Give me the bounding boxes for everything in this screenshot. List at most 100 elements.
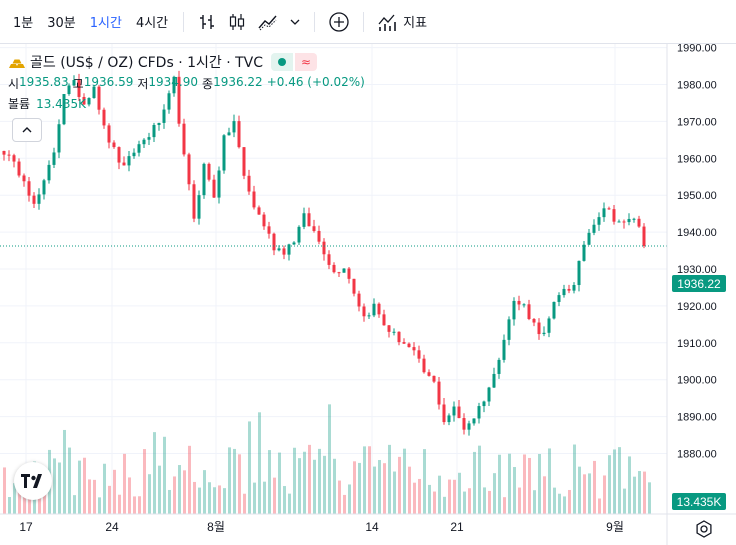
candle-body bbox=[432, 375, 436, 382]
candle-body bbox=[322, 241, 326, 255]
candle-body bbox=[362, 306, 366, 317]
volume-bar bbox=[503, 497, 506, 514]
candle-body bbox=[57, 124, 61, 153]
candle-body bbox=[12, 155, 16, 162]
volume-bar bbox=[383, 463, 386, 514]
candle-body bbox=[182, 123, 186, 155]
volume-bar bbox=[13, 483, 16, 514]
settings-gear-icon[interactable] bbox=[694, 519, 714, 539]
high-value: 1936.59 bbox=[83, 75, 134, 89]
low-value: 1934.90 bbox=[148, 75, 199, 89]
candle-body bbox=[502, 339, 506, 360]
volume-bar bbox=[433, 491, 436, 514]
candle-body bbox=[642, 226, 646, 247]
candle-body bbox=[242, 147, 246, 176]
volume-bar bbox=[188, 445, 191, 514]
last-price-tag: 1936.22 bbox=[677, 277, 721, 291]
candle-body bbox=[572, 285, 576, 291]
volume-bar bbox=[323, 455, 326, 514]
volume-bar bbox=[533, 490, 536, 514]
symbol-title[interactable]: 골드 (US$ / OZ) CFDs · 1시간 · TVC bbox=[30, 55, 264, 71]
candle-body bbox=[272, 233, 276, 251]
collapse-legend-button[interactable] bbox=[12, 118, 42, 142]
volume-bar bbox=[443, 496, 446, 514]
toolbar-divider bbox=[363, 11, 365, 32]
candle-body bbox=[317, 230, 321, 242]
candles-icon[interactable] bbox=[222, 8, 252, 36]
volume-bar bbox=[413, 482, 416, 514]
volume-bar bbox=[473, 451, 476, 514]
volume-bar bbox=[68, 447, 71, 514]
candle-body bbox=[382, 314, 386, 326]
volume-bar bbox=[308, 444, 311, 514]
tradingview-logo[interactable] bbox=[14, 462, 52, 500]
interval-4h[interactable]: 4시간 bbox=[135, 16, 169, 31]
volume-bar bbox=[108, 485, 111, 514]
indicators-label: 지표 bbox=[403, 16, 428, 31]
candle-body bbox=[442, 404, 446, 423]
volume-bar bbox=[118, 494, 121, 514]
candle-body bbox=[357, 293, 361, 307]
candle-body bbox=[587, 232, 591, 245]
candle-body bbox=[327, 254, 331, 265]
y-tick-label: 1950.00 bbox=[677, 190, 717, 202]
last-volume-tag: 13.435K bbox=[677, 495, 722, 509]
volume-bar bbox=[578, 466, 581, 514]
volume-bar bbox=[423, 449, 426, 514]
candle-body bbox=[102, 109, 106, 126]
interval-1h[interactable]: 1시간 bbox=[89, 16, 122, 31]
candle-body bbox=[67, 85, 71, 95]
candle-body bbox=[422, 358, 426, 373]
market-open-badge[interactable] bbox=[271, 53, 294, 71]
candle-body bbox=[292, 242, 296, 245]
volume-bar bbox=[78, 460, 81, 514]
candle-body bbox=[577, 260, 581, 286]
volume-bar bbox=[483, 487, 486, 514]
volume-bar bbox=[183, 470, 186, 514]
volume-bar bbox=[283, 486, 286, 514]
x-tick-label: 9월 bbox=[606, 520, 624, 534]
bar-style-icon[interactable] bbox=[192, 8, 222, 36]
interval-30m[interactable]: 30분 bbox=[47, 16, 76, 31]
candle-body bbox=[302, 213, 306, 227]
volume-bar bbox=[398, 456, 401, 514]
y-tick-label: 1890.00 bbox=[677, 412, 717, 424]
volume-bar bbox=[198, 487, 201, 514]
indicators-button[interactable]: 지표 bbox=[372, 8, 432, 36]
candle-body bbox=[232, 121, 236, 133]
x-tick-label: 14 bbox=[365, 520, 379, 534]
chevron-down-icon[interactable] bbox=[284, 8, 306, 36]
volume-bar bbox=[123, 453, 126, 514]
volume-bar bbox=[173, 476, 176, 514]
area-chart-icon[interactable] bbox=[252, 8, 284, 36]
candle-body bbox=[257, 207, 261, 215]
candle-body bbox=[337, 272, 341, 274]
open-value: 1935.83 bbox=[19, 75, 69, 89]
volume-bar bbox=[248, 421, 251, 514]
candle-body bbox=[152, 124, 156, 138]
add-compare-icon[interactable] bbox=[323, 8, 355, 36]
low-key: 저 bbox=[137, 77, 149, 91]
chevron-up-icon bbox=[22, 127, 32, 133]
volume-bar bbox=[63, 429, 66, 514]
delayed-data-badge[interactable]: ≈ bbox=[295, 53, 318, 71]
volume-bar bbox=[278, 452, 281, 514]
volume-bar bbox=[218, 485, 221, 514]
volume-bar bbox=[93, 479, 96, 514]
candle-body bbox=[297, 226, 301, 243]
y-tick-label: 1960.00 bbox=[677, 153, 717, 165]
volume-bar bbox=[228, 447, 231, 514]
candle-body bbox=[347, 268, 351, 279]
interval-1m[interactable]: 1분 bbox=[13, 16, 34, 31]
candle-body bbox=[387, 325, 391, 332]
candle-body bbox=[307, 213, 311, 227]
chart-legend: 골드 (US$ / OZ) CFDs · 1시간 · TVC ≈ 시 1935.… bbox=[8, 52, 369, 111]
candle-body bbox=[592, 224, 596, 233]
candle-body bbox=[342, 268, 346, 273]
volume-bar bbox=[168, 489, 171, 514]
volume-bar bbox=[43, 485, 46, 514]
y-tick-label: 1910.00 bbox=[677, 338, 717, 350]
price-chart[interactable]: 1880.00 1890.00 1900.00 1910.00 1920.00 1930.… bbox=[0, 44, 736, 545]
volume-bar bbox=[178, 465, 181, 514]
candle-body bbox=[312, 226, 316, 231]
